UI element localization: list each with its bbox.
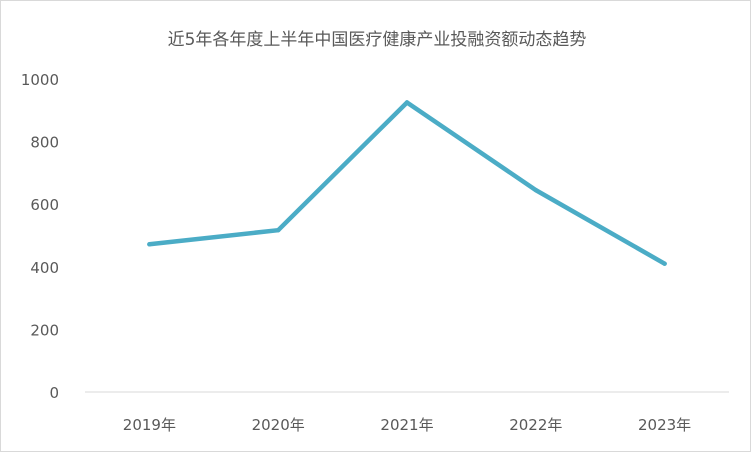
- x-tick-label: 2019年: [123, 416, 176, 434]
- y-axis-ticks: 0 200 400 600 800 1000: [21, 71, 59, 402]
- y-tick-label: 800: [30, 134, 59, 152]
- x-tick-label: 2021年: [380, 416, 433, 434]
- y-tick-label: 200: [30, 321, 59, 339]
- data-point: [276, 227, 281, 233]
- y-tick-label: 400: [30, 259, 59, 277]
- data-point: [662, 261, 667, 266]
- x-tick-label: 2023年: [638, 416, 691, 434]
- y-tick-label: 600: [30, 196, 59, 214]
- x-tick-label: 2022年: [509, 416, 562, 434]
- data-point: [147, 242, 152, 247]
- x-axis-ticks: 2019年 2020年 2021年 2022年 2023年: [123, 416, 691, 434]
- chart-title: 近5年各年度上半年中国医疗健康产业投融资额动态趋势: [168, 30, 587, 50]
- y-tick-label: 0: [49, 384, 59, 402]
- y-tick-label: 1000: [21, 71, 59, 89]
- data-point: [404, 100, 410, 105]
- series-points: [147, 100, 667, 266]
- x-tick-label: 2020年: [252, 416, 305, 434]
- series-line: [147, 100, 667, 266]
- data-point: [533, 187, 538, 193]
